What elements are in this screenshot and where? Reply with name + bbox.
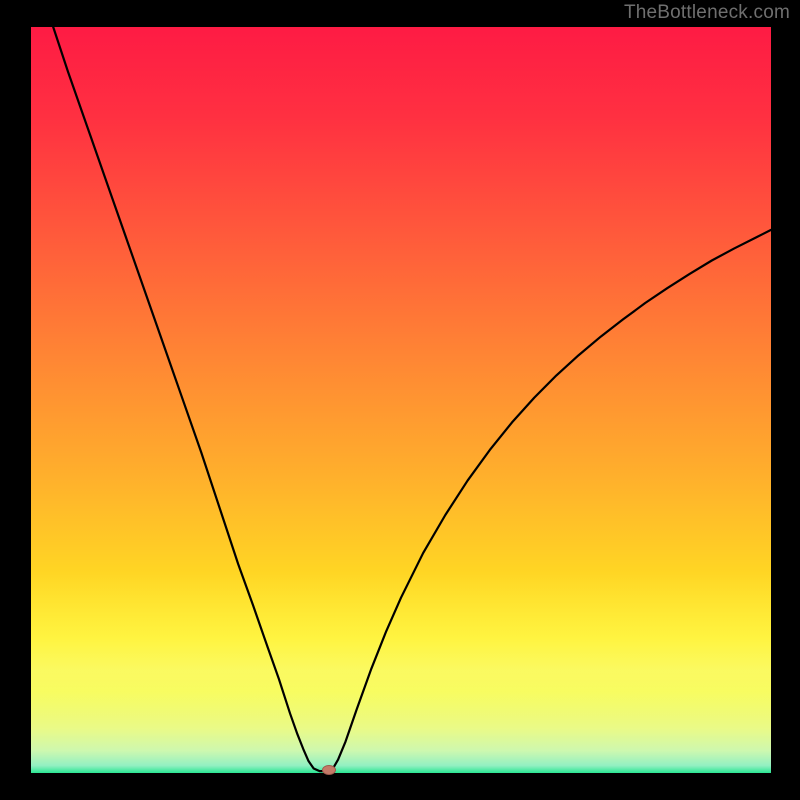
bottleneck-curve (31, 27, 771, 773)
plot-area (31, 27, 771, 773)
chart-frame (0, 0, 800, 800)
optimum-marker (322, 765, 336, 775)
watermark-text: TheBottleneck.com (624, 2, 790, 24)
curve-path (53, 27, 771, 771)
